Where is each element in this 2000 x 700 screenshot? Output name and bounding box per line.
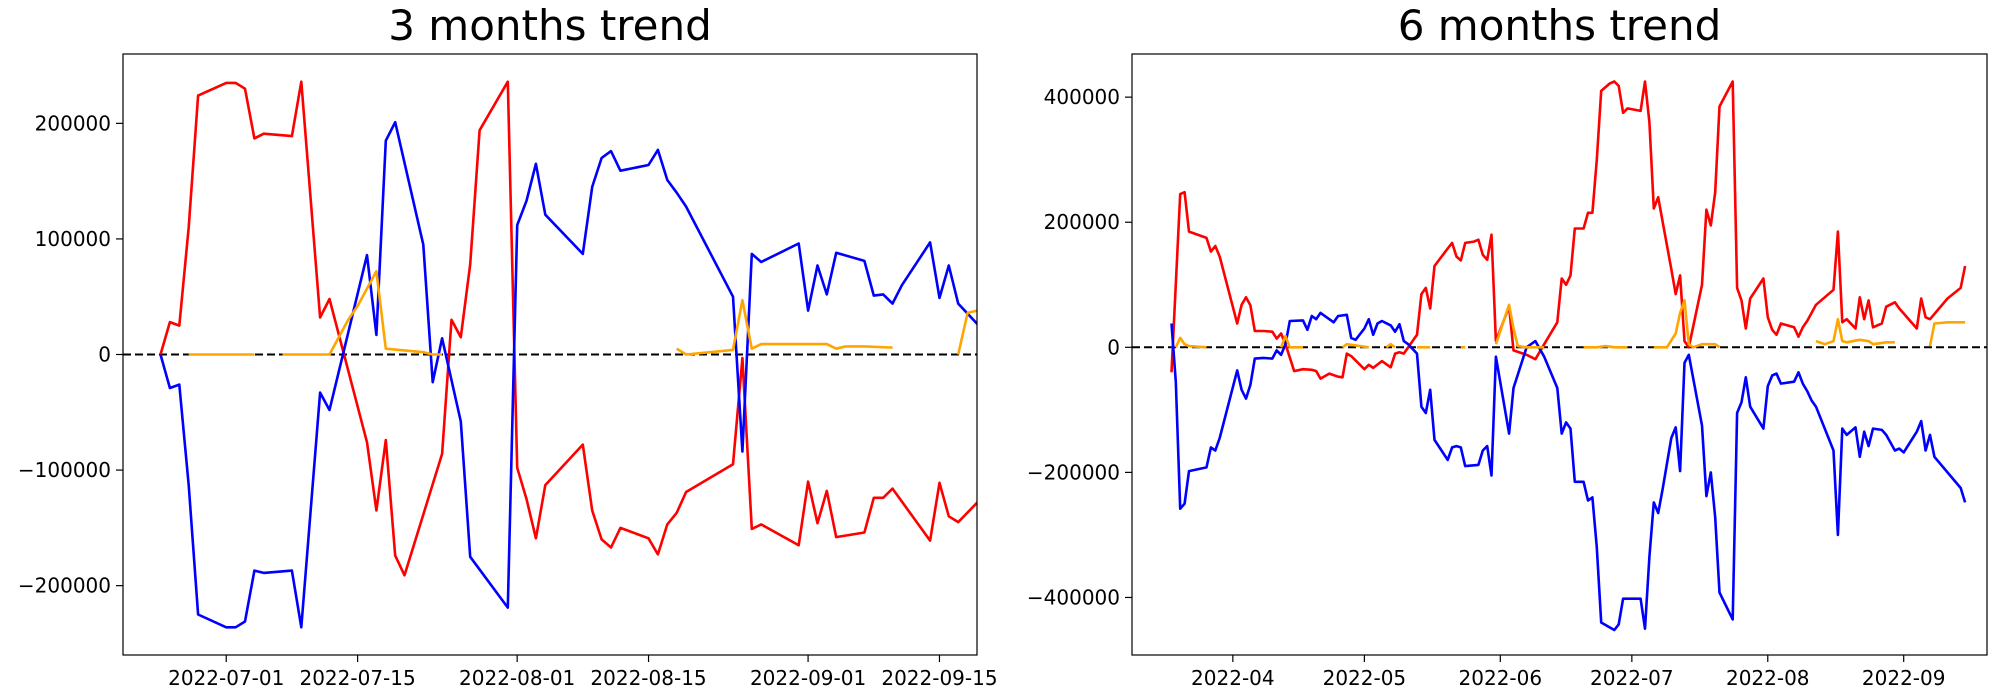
- x-tick-label: 2022-09: [1862, 666, 1946, 690]
- series-line: [1174, 336, 1207, 349]
- y-tick-label: 0: [1107, 335, 1120, 359]
- series-line: [676, 298, 893, 356]
- x-tick-label: 2022-07: [1590, 666, 1674, 690]
- y-tick-label: 0: [98, 343, 111, 367]
- axes: −400000 −200000 0 200000 400000 2022-04 2022-0…: [1027, 53, 1988, 690]
- plot-frame: [1131, 53, 1988, 656]
- y-tick-label: −200000: [18, 574, 111, 598]
- plot-data: [123, 80, 977, 629]
- series-line: [159, 80, 977, 577]
- series-line: [1494, 303, 1545, 349]
- chart-6-months: 6 months trend −400000 −200000 0 200000 4000…: [1027, 1, 1988, 690]
- y-tick-label: −400000: [1027, 585, 1120, 609]
- chart-3-months: 3 months trend −200000 −100000 0 100000 2000…: [18, 1, 998, 690]
- y-tick-label: 100000: [35, 227, 111, 251]
- x-tick-label: 2022-08-15: [590, 666, 706, 690]
- chart-title: 6 months trend: [1398, 1, 1722, 50]
- y-tick-label: 200000: [35, 111, 111, 135]
- x-tick-label: 2022-07-15: [299, 666, 415, 690]
- x-tick-label: 2022-04: [1191, 666, 1275, 690]
- x-tick-label: 2022-09-01: [750, 666, 866, 690]
- plot-data: [1132, 80, 1987, 632]
- x-tick-label: 2022-09-15: [881, 666, 997, 690]
- series-line: [282, 269, 443, 356]
- x-tick-label: 2022-05: [1323, 666, 1407, 690]
- series-line: [1815, 317, 1895, 346]
- y-tick-label: −100000: [18, 458, 111, 482]
- x-tick-label: 2022-06: [1459, 666, 1543, 690]
- series-line: [1385, 342, 1396, 349]
- y-tick-label: 200000: [1044, 210, 1120, 234]
- series-line: [1341, 342, 1369, 349]
- y-tick-label: 400000: [1044, 85, 1120, 109]
- series-line: [159, 120, 977, 629]
- axes: −200000 −100000 0 100000 200000 2022-07-01 202…: [18, 53, 998, 690]
- series-line: [1653, 299, 1721, 349]
- x-tick-label: 2022-07-01: [168, 666, 284, 690]
- chart-title: 3 months trend: [388, 1, 712, 50]
- x-tick-label: 2022-08: [1726, 666, 1810, 690]
- series-line: [1170, 80, 1967, 380]
- y-tick-label: −200000: [1027, 460, 1120, 484]
- series-line: [1928, 320, 1966, 347]
- series-line: [1279, 334, 1303, 349]
- series-line: [1170, 311, 1967, 632]
- series-line: [1583, 344, 1628, 349]
- x-tick-label: 2022-08-01: [459, 666, 575, 690]
- series-line: [956, 309, 977, 355]
